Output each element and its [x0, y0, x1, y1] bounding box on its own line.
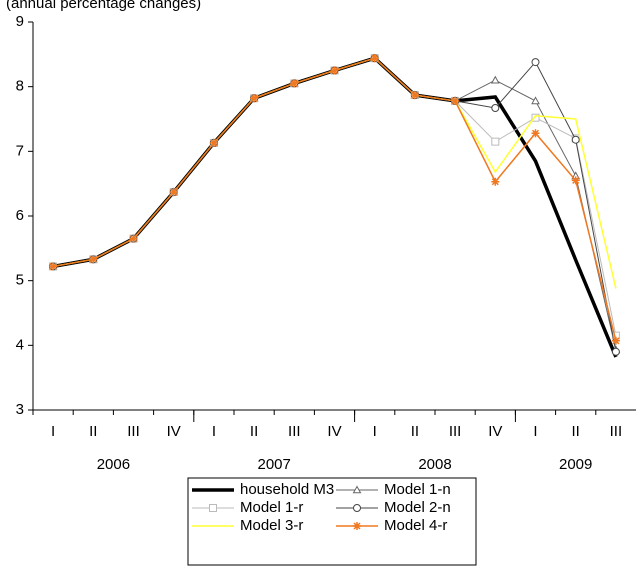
series-line — [52, 57, 617, 341]
y-tick-label: 7 — [16, 142, 24, 159]
legend-box — [187, 477, 477, 566]
marker — [352, 485, 362, 494]
x-tick-label: I — [51, 423, 55, 440]
y-tick-label: 3 — [16, 401, 24, 418]
marker — [490, 75, 500, 84]
marker — [611, 347, 620, 356]
series-line — [52, 57, 617, 289]
x-year-label: 2009 — [559, 456, 592, 473]
x-tick-label: III — [610, 423, 623, 440]
x-tick-label: III — [449, 423, 462, 440]
legend-label: Model 1-r — [240, 499, 303, 516]
marker — [451, 96, 460, 105]
y-tick-label: 6 — [16, 207, 24, 224]
x-tick-label: I — [533, 423, 537, 440]
legend-label: household M3 — [240, 481, 334, 498]
x-tick-label: IV — [167, 423, 181, 440]
x-tick-label: III — [288, 423, 301, 440]
x-tick-label: II — [250, 423, 258, 440]
x-tick-label: III — [127, 423, 140, 440]
marker — [169, 188, 178, 197]
marker — [353, 522, 361, 530]
marker — [353, 504, 361, 512]
x-tick-label: IV — [327, 423, 341, 440]
marker — [410, 91, 419, 100]
marker — [571, 176, 580, 185]
x-tick-label: I — [212, 423, 216, 440]
marker — [89, 255, 98, 264]
x-tick-label: IV — [488, 423, 502, 440]
x-year-label: 2006 — [97, 456, 130, 473]
marker — [290, 79, 299, 88]
marker — [491, 104, 500, 113]
marker — [491, 177, 500, 186]
marker — [250, 94, 259, 103]
y-tick-label: 9 — [16, 13, 24, 30]
marker — [491, 137, 500, 146]
y-tick-label: 5 — [16, 272, 24, 289]
y-tick-label: 8 — [16, 78, 24, 95]
series-line — [53, 57, 617, 352]
legend-label: Model 3-r — [240, 517, 303, 534]
legend-label: Model 2-n — [384, 499, 451, 516]
marker — [129, 234, 138, 243]
marker — [531, 113, 540, 122]
marker — [370, 54, 379, 63]
x-tick-label: I — [373, 423, 377, 440]
legend-label: Model 1-n — [384, 481, 451, 498]
x-tick-label: II — [89, 423, 97, 440]
marker — [571, 135, 580, 144]
series-line — [53, 57, 617, 336]
series-line — [52, 56, 618, 358]
y-tick-label: 4 — [16, 336, 24, 353]
marker — [209, 504, 217, 512]
marker — [531, 58, 540, 67]
marker — [611, 336, 620, 345]
marker — [531, 96, 540, 105]
x-year-label: 2007 — [258, 456, 291, 473]
marker — [49, 262, 58, 271]
series-line — [53, 57, 617, 350]
legend-label: Model 4-r — [384, 517, 447, 534]
chart-subtitle: (annual percentage changes) — [6, 0, 201, 12]
marker — [531, 129, 540, 138]
marker — [209, 138, 218, 147]
marker — [330, 66, 339, 75]
x-year-label: 2008 — [418, 456, 451, 473]
x-tick-label: II — [411, 423, 419, 440]
x-tick-label: II — [572, 423, 580, 440]
